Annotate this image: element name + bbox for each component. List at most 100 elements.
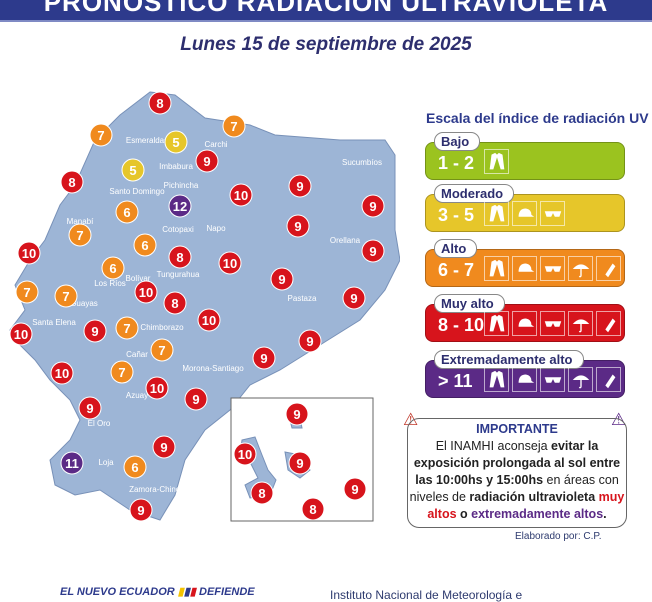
uv-marker: 8 xyxy=(301,497,325,521)
region-label: Guayas xyxy=(70,299,98,308)
page-title: PRONÓSTICO RADIACIÓN ULTRAVIOLETA xyxy=(43,0,609,17)
uv-marker: 10 xyxy=(50,361,74,385)
region-label: Azuay xyxy=(126,391,148,400)
uv-marker-circle xyxy=(168,194,192,218)
uv-marker-circle xyxy=(60,170,84,194)
uv-marker: 7 xyxy=(54,284,78,308)
uv-marker: 9 xyxy=(184,387,208,411)
uv-marker-circle xyxy=(222,114,246,138)
umbrella-icon xyxy=(568,256,593,281)
shirt-icon xyxy=(484,367,509,392)
protection-icons xyxy=(484,367,621,392)
uv-value: 10 xyxy=(150,381,164,396)
logo-text: DEFIENDE xyxy=(199,586,255,598)
legend-level-moderado: Moderado 3 - 5 xyxy=(425,184,625,232)
uv-value: 10 xyxy=(22,246,36,261)
uv-marker: 9 xyxy=(252,346,276,370)
notice-text: o xyxy=(456,507,472,521)
uv-marker: 9 xyxy=(129,498,153,522)
region-label: Orellana xyxy=(330,236,361,245)
uv-value: 9 xyxy=(294,219,301,234)
uv-marker-circle xyxy=(123,455,147,479)
legend-level-muy-alto: Muy alto 8 - 10 xyxy=(425,294,625,342)
region-label: Cotopaxi xyxy=(162,225,194,234)
uv-marker-circle xyxy=(342,286,366,310)
notice-text: en áreas con niveles de xyxy=(409,473,619,504)
institute-name: Instituto Nacional de Meteorología e xyxy=(330,588,523,602)
uv-marker-circle xyxy=(233,442,257,466)
uv-marker-circle xyxy=(229,183,253,207)
uv-marker-circle xyxy=(60,451,84,475)
cap-icon xyxy=(512,256,537,281)
notice-text: . xyxy=(603,507,607,521)
uv-value: 8 xyxy=(68,175,75,190)
uv-marker-circle xyxy=(218,251,242,275)
uv-marker-circle xyxy=(115,200,139,224)
uv-marker: 9 xyxy=(78,396,102,420)
level-range: > 11 xyxy=(438,371,473,391)
uv-value: 11 xyxy=(65,456,79,471)
uv-marker: 7 xyxy=(115,316,139,340)
uv-value: 9 xyxy=(192,392,199,407)
uv-value: 10 xyxy=(55,366,69,381)
uv-marker: 7 xyxy=(150,338,174,362)
notice-red: muy altos xyxy=(427,490,625,521)
uv-value: 10 xyxy=(202,313,216,328)
logo-text: EL NUEVO ECUADOR xyxy=(60,586,175,598)
legend-title: Escala del índice de radiación UV xyxy=(426,110,649,126)
uv-value: 12 xyxy=(173,199,187,214)
uv-marker-circle xyxy=(343,477,367,501)
uv-value: 7 xyxy=(97,128,104,143)
header-banner: PRONÓSTICO RADIACIÓN ULTRAVIOLETA xyxy=(0,0,652,22)
sunscreen-icon xyxy=(596,311,621,336)
sunglasses-icon xyxy=(540,201,565,226)
uv-marker: 9 xyxy=(83,319,107,343)
uv-marker: 10 xyxy=(218,251,242,275)
umbrella-icon xyxy=(568,367,593,392)
uv-marker-circle xyxy=(195,149,219,173)
uv-marker: 6 xyxy=(133,233,157,257)
region-label: Zamora-Chinchipe xyxy=(129,485,195,494)
legend-level-bajo: Bajo 1 - 2 xyxy=(425,132,625,180)
uv-marker: 6 xyxy=(123,455,147,479)
uv-marker: 12 xyxy=(168,194,192,218)
uv-value: 7 xyxy=(158,343,165,358)
uv-marker: 8 xyxy=(163,291,187,315)
uv-marker: 9 xyxy=(195,149,219,173)
uv-marker: 10 xyxy=(17,241,41,265)
uv-marker-circle xyxy=(250,481,274,505)
uv-value: 5 xyxy=(129,163,136,178)
uv-marker-circle xyxy=(164,130,188,154)
uv-value: 10 xyxy=(238,447,252,462)
uv-marker: 11 xyxy=(60,451,84,475)
uv-markers: 8 7 5 7 5 9 8 10 9 12 6 9 9 7 6 9 10 8 10 6 9 7 7 10 8 10 9 10 9 7 9 7 9… xyxy=(9,91,385,522)
uv-marker-circle xyxy=(101,256,125,280)
uv-marker-circle xyxy=(168,245,192,269)
level-range: 3 - 5 xyxy=(438,205,475,225)
sunscreen-icon xyxy=(596,256,621,281)
uv-marker: 9 xyxy=(361,194,385,218)
uv-marker: 10 xyxy=(9,322,33,346)
uv-marker: 7 xyxy=(68,223,92,247)
uv-value: 10 xyxy=(139,285,153,300)
notice-bold: evitar la exposición prolongada al sol e… xyxy=(413,439,621,487)
uv-marker: 5 xyxy=(121,158,145,182)
uv-value: 9 xyxy=(91,324,98,339)
uv-marker: 8 xyxy=(148,91,172,115)
region-label: Los Ríos xyxy=(94,279,126,288)
level-name: Alto xyxy=(434,239,478,258)
uv-marker-circle xyxy=(252,346,276,370)
uv-value: 10 xyxy=(234,188,248,203)
uv-marker-circle xyxy=(134,280,158,304)
uv-marker-circle xyxy=(54,284,78,308)
level-range: 8 - 10 xyxy=(438,315,485,335)
uv-value: 8 xyxy=(156,96,163,111)
protection-icons xyxy=(484,256,621,281)
government-logo: EL NUEVO ECUADOR ▮▮▮ DEFIENDE xyxy=(60,586,255,598)
level-range: 1 - 2 xyxy=(438,153,475,173)
region-label: Santa Elena xyxy=(32,318,76,327)
protection-icons xyxy=(484,149,509,174)
sunscreen-icon xyxy=(596,367,621,392)
uv-value: 9 xyxy=(351,482,358,497)
